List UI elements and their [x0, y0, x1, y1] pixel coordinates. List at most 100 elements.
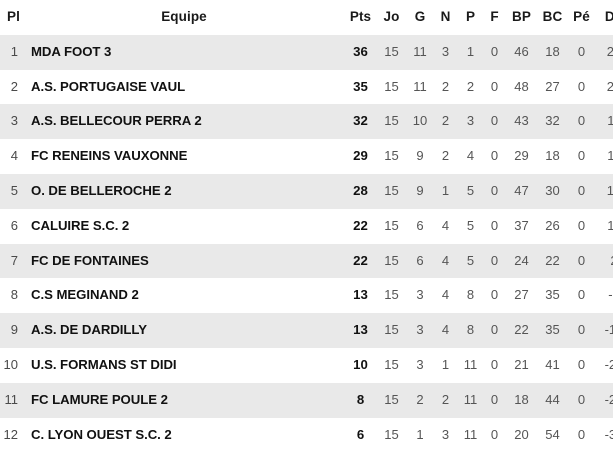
table-row[interactable]: 4FC RENEINS VAUXONNE291592402918011 [0, 139, 613, 174]
cell-difference: 11 [607, 113, 613, 129]
cell-difference: -26 [604, 391, 613, 407]
column-header-goals-for[interactable]: BP [512, 9, 531, 24]
cell-drawn: 4 [441, 217, 450, 233]
cell-played: 15 [384, 322, 399, 338]
cell-won: 9 [416, 148, 424, 164]
cell-goals-against: 22 [545, 252, 560, 268]
cell-played: 15 [384, 356, 399, 372]
column-header-drawn[interactable]: N [440, 9, 451, 24]
cell-forfeit: 0 [490, 322, 499, 338]
cell-won: 3 [416, 287, 424, 303]
cell-position: 2 [10, 78, 18, 94]
cell-penalty: 0 [577, 113, 586, 129]
cell-forfeit: 0 [490, 217, 499, 233]
column-header-team[interactable]: Equipe [161, 9, 207, 24]
cell-won: 6 [416, 217, 424, 233]
table-row[interactable]: 3A.S. BELLECOUR PERRA 23215102304332011 [0, 104, 613, 140]
cell-goals-against: 44 [545, 391, 560, 407]
cell-forfeit: 0 [490, 148, 499, 164]
column-header-won[interactable]: G [414, 9, 426, 24]
cell-points: 22 [353, 252, 368, 268]
cell-played: 15 [384, 43, 399, 59]
cell-drawn: 1 [441, 182, 450, 198]
cell-penalty: 0 [577, 217, 586, 233]
cell-team-name: C. LYON OUEST S.C. 2 [31, 426, 172, 442]
cell-team-name: O. DE BELLEROCHE 2 [31, 182, 172, 198]
cell-difference: 21 [606, 78, 613, 94]
cell-difference: 11 [607, 217, 613, 233]
cell-drawn: 3 [441, 426, 450, 442]
cell-goals-for: 22 [514, 322, 529, 338]
cell-penalty: 0 [577, 43, 586, 59]
column-header-goals-against[interactable]: BC [542, 9, 563, 24]
cell-lost: 3 [466, 113, 475, 129]
cell-played: 15 [384, 78, 399, 94]
cell-team-name: FC RENEINS VAUXONNE [31, 148, 188, 164]
cell-won: 3 [416, 322, 424, 338]
cell-drawn: 1 [441, 356, 450, 372]
cell-played: 15 [384, 391, 399, 407]
cell-goals-against: 32 [545, 113, 560, 129]
cell-goals-for: 43 [514, 113, 529, 129]
cell-goals-against: 18 [545, 43, 560, 59]
cell-forfeit: 0 [490, 252, 499, 268]
column-header-played[interactable]: Jo [383, 9, 400, 24]
cell-played: 15 [384, 287, 399, 303]
cell-difference: 2 [595, 244, 613, 279]
cell-forfeit: 0 [490, 113, 499, 129]
cell-lost: 11 [463, 391, 478, 407]
cell-forfeit: 0 [490, 356, 499, 372]
cell-team-name: A.S. DE DARDILLY [31, 322, 147, 338]
cell-goals-for: 48 [514, 78, 529, 94]
cell-position: 7 [10, 252, 18, 268]
cell-team-name: MDA FOOT 3 [31, 43, 112, 59]
table-row[interactable]: 5O. DE BELLEROCHE 2281591504730017 [0, 173, 613, 209]
column-header-points[interactable]: Pts [349, 9, 372, 24]
cell-team-name: C.S MEGINAND 2 [31, 287, 139, 303]
cell-penalty: 0 [577, 148, 586, 164]
table-row[interactable]: 2A.S. PORTUGAISE VAUL3515112204827021 [0, 69, 613, 105]
cell-goals-against: 27 [545, 78, 560, 94]
cell-team-name: FC LAMURE POULE 2 [31, 391, 168, 407]
cell-goals-for: 21 [514, 356, 529, 372]
cell-drawn: 3 [441, 43, 450, 59]
cell-forfeit: 0 [490, 43, 499, 59]
cell-lost: 4 [466, 148, 475, 164]
cell-position: 3 [10, 113, 18, 129]
column-header-penalty[interactable]: Pé [573, 9, 590, 24]
cell-points: 13 [353, 322, 368, 338]
cell-won: 1 [416, 426, 424, 442]
cell-won: 6 [416, 252, 424, 268]
cell-played: 15 [384, 148, 399, 164]
cell-points: 6 [356, 426, 365, 442]
cell-points: 35 [353, 78, 368, 94]
table-header: Pl Equipe Pts Jo G N P F BP BC Pé Dif [0, 0, 613, 35]
cell-penalty: 0 [577, 391, 586, 407]
cell-position: 8 [10, 287, 18, 303]
cell-goals-for: 37 [514, 217, 529, 233]
column-header-lost[interactable]: P [465, 9, 476, 24]
table-row[interactable]: 7FC DE FONTAINES22156450242202 [0, 243, 613, 279]
cell-difference: -13 [604, 322, 613, 338]
cell-lost: 8 [466, 287, 475, 303]
cell-goals-against: 41 [545, 356, 560, 372]
column-header-forfeit[interactable]: F [490, 9, 499, 24]
cell-points: 36 [353, 43, 368, 59]
cell-lost: 5 [466, 182, 475, 198]
cell-drawn: 2 [441, 391, 450, 407]
column-header-difference[interactable]: Dif [604, 9, 613, 24]
cell-lost: 5 [466, 217, 475, 233]
cell-team-name: A.S. PORTUGAISE VAUL [31, 78, 186, 94]
cell-points: 22 [353, 217, 368, 233]
column-header-position[interactable]: Pl [7, 9, 20, 24]
cell-position: 5 [10, 182, 18, 198]
cell-goals-for: 27 [514, 287, 529, 303]
